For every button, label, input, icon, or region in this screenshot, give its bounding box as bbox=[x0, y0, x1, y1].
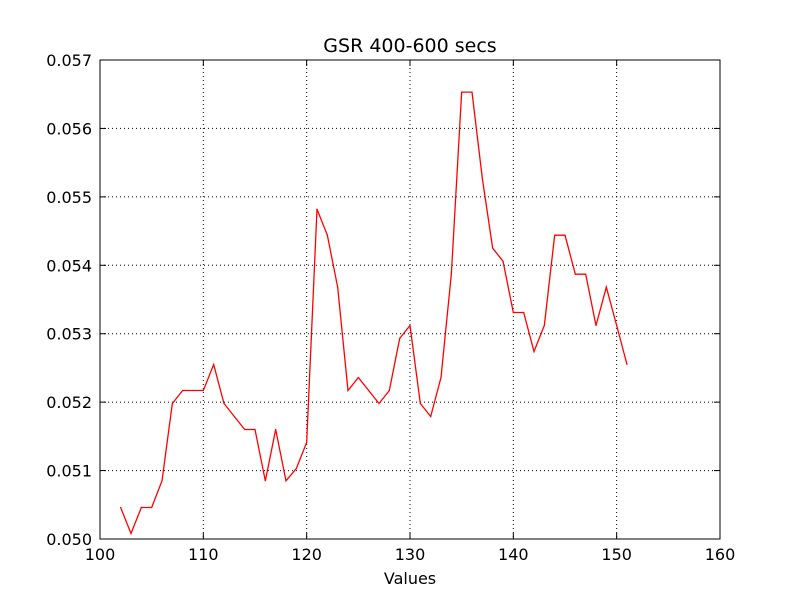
data-point bbox=[533, 350, 535, 353]
data-point bbox=[326, 234, 328, 236]
data-point bbox=[130, 532, 132, 535]
data-point bbox=[554, 234, 556, 236]
data-point bbox=[316, 208, 318, 210]
data-point bbox=[357, 376, 359, 379]
data-point bbox=[492, 247, 494, 249]
data-point bbox=[399, 337, 401, 340]
data-point bbox=[378, 402, 380, 405]
data-point bbox=[337, 286, 339, 288]
y-tick-label: 0.056 bbox=[46, 119, 92, 138]
data-point bbox=[244, 428, 246, 431]
tick-labels: 100 110 120 130 140 150 160 0.050 0.051 0.052 0.05… bbox=[46, 51, 735, 564]
data-point bbox=[275, 428, 277, 431]
data-point bbox=[595, 324, 597, 327]
x-tick-label: 110 bbox=[188, 545, 219, 564]
data-point bbox=[151, 506, 153, 509]
data-point bbox=[254, 428, 256, 431]
data-point bbox=[440, 376, 442, 379]
grid bbox=[100, 60, 720, 539]
data-point bbox=[523, 311, 525, 314]
data-point bbox=[347, 389, 349, 392]
y-tick-label: 0.051 bbox=[46, 462, 92, 481]
data-point bbox=[120, 506, 122, 509]
data-point bbox=[471, 91, 473, 93]
data-point bbox=[264, 480, 266, 482]
data-point bbox=[481, 177, 483, 179]
x-tick-label: 130 bbox=[395, 545, 426, 564]
x-tick-label: 150 bbox=[601, 545, 632, 564]
data-point bbox=[161, 480, 163, 482]
x-tick-label: 100 bbox=[85, 545, 116, 564]
data-point bbox=[419, 402, 421, 405]
data-point bbox=[605, 286, 607, 288]
data-point bbox=[388, 389, 390, 392]
y-tick-label: 0.052 bbox=[46, 393, 92, 412]
series-line bbox=[120, 91, 628, 536]
data-point bbox=[223, 402, 225, 405]
data-point bbox=[306, 441, 308, 444]
data-point bbox=[285, 480, 287, 482]
data-point bbox=[368, 389, 370, 392]
data-point bbox=[543, 324, 545, 327]
x-tick-label: 160 bbox=[705, 545, 736, 564]
data-point bbox=[585, 273, 587, 275]
data-point bbox=[450, 273, 452, 275]
y-tick-label: 0.050 bbox=[46, 530, 92, 549]
data-point bbox=[213, 363, 215, 366]
data-point bbox=[512, 311, 514, 314]
data-point bbox=[233, 415, 235, 418]
data-point bbox=[171, 402, 173, 405]
y-tick-label: 0.054 bbox=[46, 256, 92, 275]
data-point bbox=[140, 506, 142, 509]
data-point bbox=[202, 389, 204, 392]
chart-title: GSR 400-600 secs bbox=[323, 35, 496, 57]
data-point bbox=[564, 234, 566, 236]
data-point bbox=[295, 467, 297, 470]
data-point bbox=[574, 273, 576, 275]
series-layer bbox=[120, 91, 628, 536]
x-tick-label: 140 bbox=[498, 545, 529, 564]
data-point bbox=[192, 389, 194, 392]
data-point bbox=[502, 260, 504, 262]
tick-marks bbox=[99, 59, 721, 540]
data-point bbox=[409, 324, 411, 327]
data-point bbox=[182, 389, 184, 392]
y-tick-label: 0.055 bbox=[46, 188, 92, 207]
x-axis-label: Values bbox=[384, 569, 436, 588]
data-point bbox=[626, 363, 628, 366]
data-point bbox=[461, 91, 463, 93]
y-tick-label: 0.057 bbox=[46, 51, 92, 70]
data-point bbox=[430, 415, 432, 418]
y-tick-label: 0.053 bbox=[46, 325, 92, 344]
data-point bbox=[616, 324, 618, 327]
x-tick-label: 120 bbox=[291, 545, 322, 564]
